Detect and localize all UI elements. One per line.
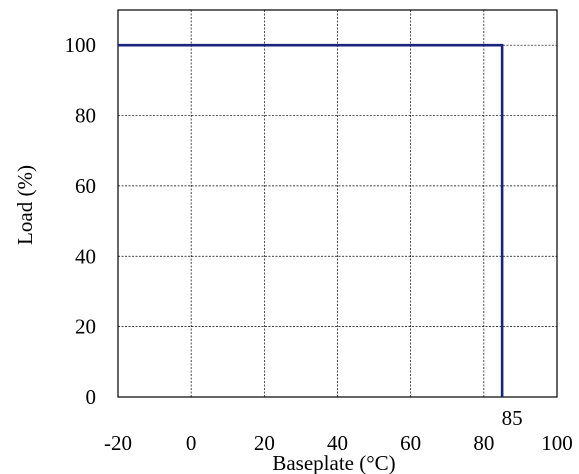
x-tick-label: 60: [400, 431, 421, 455]
x-tick-label: -20: [104, 431, 132, 455]
x-axis-label: Baseplate (°C): [272, 451, 395, 474]
y-tick-label: 80: [75, 104, 96, 128]
grid: [118, 10, 557, 397]
y-tick-label: 60: [75, 174, 96, 198]
y-axis-ticks: 0 20 40 60 80 100: [65, 33, 97, 409]
x-tick-label: 100: [541, 431, 573, 455]
plot-frame: [117, 9, 558, 398]
x-tick-label: 20: [254, 431, 275, 455]
y-tick-label: 40: [75, 244, 96, 268]
x-tick-label: 40: [327, 431, 348, 455]
annotations: 85: [502, 406, 523, 430]
y-tick-label: 100: [65, 33, 97, 57]
x-tick-label: 0: [186, 431, 197, 455]
y-tick-label: 0: [86, 385, 97, 409]
y-tick-label: 20: [75, 315, 96, 339]
annotation-label: 85: [502, 406, 523, 430]
x-tick-label: 80: [473, 431, 494, 455]
y-axis-label: Load (%): [13, 165, 37, 245]
x-axis-ticks: -20 0 20 40 60 80 100: [104, 431, 573, 455]
series-line: [118, 43, 504, 397]
series-group: [118, 43, 504, 397]
